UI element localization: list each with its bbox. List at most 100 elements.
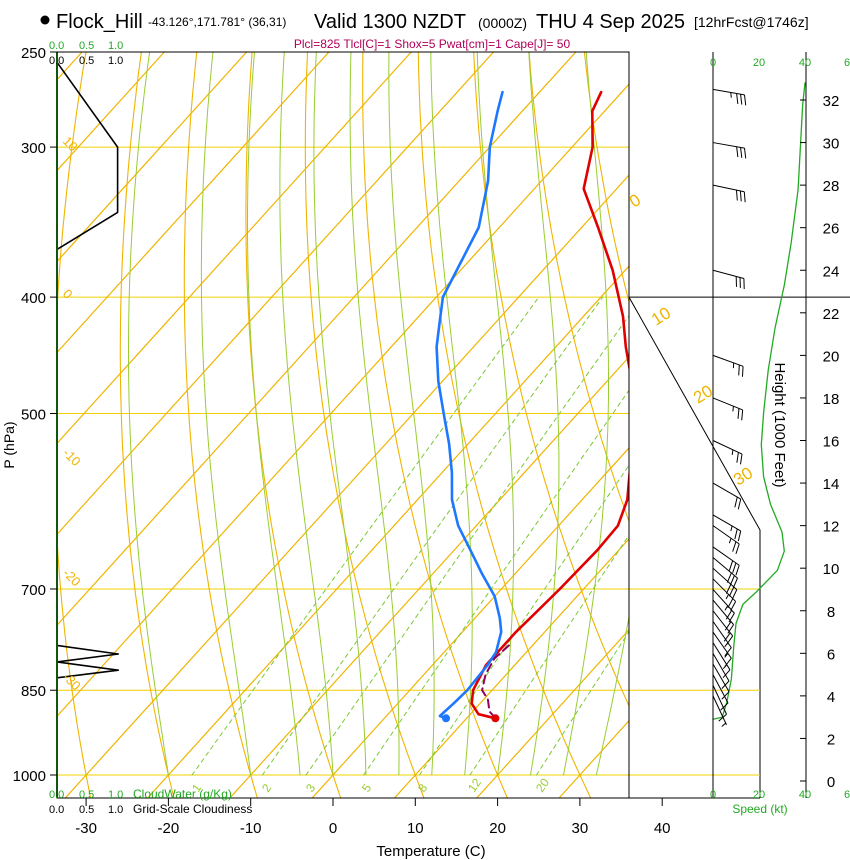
wind-barb-flag xyxy=(729,587,733,596)
wind-barb-staff xyxy=(713,270,744,278)
wind-barb-staff xyxy=(713,185,744,192)
cloudwater-bottom-tick: 0.5 xyxy=(79,789,94,801)
moist-adiabat-line xyxy=(201,42,250,776)
mixing-ratio-label: 8 xyxy=(415,781,430,795)
wind-barb xyxy=(713,270,744,289)
speed-axis-title: Speed (kt) xyxy=(732,802,787,816)
wind-barb-flag xyxy=(736,544,739,554)
wind-barb-flag xyxy=(742,410,743,420)
moist-adiabat-line xyxy=(477,42,514,776)
wind-barb-flag xyxy=(733,542,736,552)
plot-right-edge xyxy=(629,52,850,297)
hodo-boundary-line xyxy=(629,297,760,530)
dry-adiabat-line xyxy=(246,31,342,801)
height-tick-label: 32 xyxy=(823,93,840,110)
moist-adiabat-line xyxy=(662,42,787,776)
moist-adiabat-line xyxy=(129,42,169,776)
mixing-ratio-label: 20 xyxy=(533,775,552,794)
moist-adiabat-line xyxy=(431,42,473,776)
cloudwater-axis-title: CloudWater (g/Kg) xyxy=(133,787,232,801)
moist-adiabat-line xyxy=(528,42,559,776)
temperature-tick-label: -10 xyxy=(240,820,262,837)
wind-barb-flag xyxy=(739,365,740,375)
wind-barb xyxy=(713,600,734,633)
cloudwater-bottom-tick: 1.0 xyxy=(108,789,123,801)
wind-barb xyxy=(713,589,734,622)
cloudwater-top-tick: 0.0 xyxy=(49,40,64,52)
wind-barb-half-flag xyxy=(725,643,728,647)
wind-barb-flag xyxy=(737,452,739,462)
wind-barb-half-flag xyxy=(726,594,728,599)
station-name: Flock_Hill xyxy=(56,11,143,33)
wind-barb-staff xyxy=(713,143,745,149)
height-tick-label: 18 xyxy=(823,391,840,408)
station-location: -43.126°,171.781° (36,31) xyxy=(148,15,286,29)
wind-barb-flag xyxy=(725,648,731,656)
speed-bottom-secondary-tick: 6 xyxy=(844,789,850,801)
wind-barb-staff xyxy=(713,441,742,455)
wind-barb-flag xyxy=(726,610,731,619)
cloudiness-top-tick: 1.0 xyxy=(108,55,123,67)
moist-adiabat-line xyxy=(350,42,399,776)
dry-adiabat-line xyxy=(528,31,759,801)
wind-barb-half-flag xyxy=(725,606,728,610)
speed-top-secondary-tick: 6 xyxy=(844,57,850,69)
dry-adiabat-line xyxy=(120,31,174,801)
isotherm-line xyxy=(310,9,850,801)
wind-barb-flag xyxy=(736,565,739,575)
temperature-tick-label: 30 xyxy=(572,820,589,837)
wind-barb xyxy=(713,441,742,465)
parcel-parameters: Plcl=825 Tlcl[C]=1 Shox=5 Pwat[cm]=1 Cap… xyxy=(294,37,571,51)
temperature-tick-label: 40 xyxy=(654,820,671,837)
mixing-ratio-label: 5 xyxy=(359,781,374,795)
wind-barb-flag xyxy=(729,561,732,571)
wind-barb xyxy=(713,483,741,509)
moist-adiabat-line xyxy=(389,42,434,776)
wind-barb xyxy=(713,398,743,420)
pressure-tick-label: 1000 xyxy=(13,768,46,785)
cloudiness-axis-title: Grid-Scale Cloudiness xyxy=(133,802,252,816)
wind-barb xyxy=(713,621,731,655)
moist-adiabat-line xyxy=(596,42,663,776)
wind-barb-staff xyxy=(713,89,745,95)
skewt-chart: 100-10-20-3001020301 2 3 5 8 12 20 25030040050… xyxy=(0,0,850,860)
wind-barb-half-flag xyxy=(731,526,732,531)
height-tick-label: 20 xyxy=(823,348,840,365)
wind-barb xyxy=(713,185,745,202)
cloudiness-bottom-tick: 1.0 xyxy=(108,804,123,816)
pressure-tick-label: 700 xyxy=(21,582,46,599)
height-tick-label: 24 xyxy=(823,263,840,280)
cloudiness-line xyxy=(57,62,118,249)
isotherm-line xyxy=(475,9,850,801)
isotherm-label: 0 xyxy=(60,286,76,302)
wind-barb-half-flag xyxy=(722,723,726,726)
cloudwater-top-tick: 1.0 xyxy=(108,40,123,52)
wind-barb-flag xyxy=(745,95,746,105)
wind-barb-flag xyxy=(744,192,745,202)
wind-barb-flag xyxy=(738,499,740,509)
mixing-ratio-label: 12 xyxy=(465,775,484,794)
wind-barb-staff xyxy=(713,547,739,565)
height-tick-label: 14 xyxy=(823,476,840,493)
isotherm-line xyxy=(0,9,204,801)
mixing-ratio-label: 3 xyxy=(303,781,318,795)
skewt-figure: 10 0 -10 -20 -30 0 10 20 30 1 2 3 5 8 12 20 250 300 400 50… xyxy=(0,0,850,860)
plot-frame xyxy=(57,52,629,798)
height-tick-label: 2 xyxy=(827,731,835,748)
wind-barb xyxy=(713,675,728,711)
wind-barb xyxy=(713,611,733,645)
surface-dewpoint-point xyxy=(442,714,450,722)
wind-barb-flag xyxy=(738,531,740,541)
isotherm-line xyxy=(145,9,850,801)
dry-adiabat-label: 20 xyxy=(690,381,716,407)
dry-adiabat-label: 10 xyxy=(648,303,674,329)
wind-barb-flag xyxy=(741,147,742,157)
height-tick-label: 28 xyxy=(823,178,840,195)
wind-barb xyxy=(713,653,729,688)
wind-barb xyxy=(713,664,729,699)
surface-temperature-point xyxy=(491,714,499,722)
wind-barb-flag xyxy=(737,147,738,157)
isotherm-line xyxy=(0,9,286,801)
isotherm-line xyxy=(0,9,368,801)
wind-barb-staff xyxy=(713,675,728,703)
